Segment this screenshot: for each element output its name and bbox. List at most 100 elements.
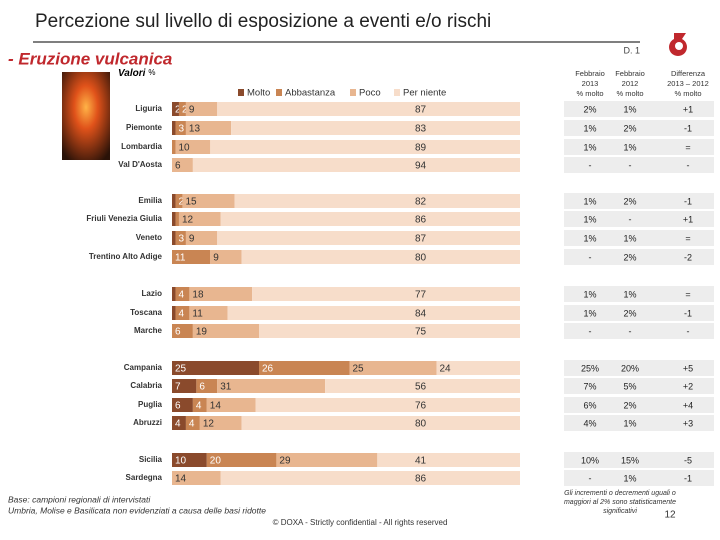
- table-cell: 1%: [583, 214, 596, 224]
- table-cell: +1: [683, 214, 693, 224]
- legend-label: Per niente: [403, 88, 446, 99]
- table-row-bg: [564, 305, 714, 321]
- bar-segment: [175, 212, 179, 226]
- table-cell: 20%: [621, 363, 639, 373]
- data-label: 6: [199, 382, 205, 393]
- row-label: Puglia: [138, 400, 163, 409]
- table-row-bg: [564, 360, 714, 376]
- data-label: 80: [415, 419, 427, 430]
- row-label: Sicilia: [139, 455, 163, 464]
- data-label: 9: [189, 105, 195, 116]
- data-label: 89: [415, 143, 427, 154]
- data-label: 18: [192, 290, 204, 301]
- table-header: Differenza: [671, 69, 706, 78]
- table-row-bg: [564, 323, 714, 339]
- bar-segment: [259, 324, 520, 338]
- table-cell: 1%: [583, 233, 596, 243]
- table-header: 2012: [622, 79, 639, 88]
- bar-segment: [175, 231, 186, 245]
- bar-segment: [175, 287, 190, 301]
- table-cell: +5: [683, 363, 693, 373]
- bar-segment: [175, 121, 186, 135]
- data-label: 84: [415, 309, 427, 320]
- table-cell: -: [687, 326, 690, 336]
- data-label: 29: [279, 456, 291, 467]
- data-label: 2: [182, 105, 188, 116]
- significance-note: significativi: [603, 508, 637, 515]
- data-label: 10: [175, 456, 187, 467]
- bar-segment: [206, 453, 277, 467]
- bar-segment: [175, 306, 190, 320]
- row-label: Marche: [134, 326, 163, 335]
- data-label: 82: [415, 197, 427, 208]
- bar-segment: [252, 287, 521, 301]
- data-label: 9: [213, 253, 219, 264]
- table-cell: 10%: [581, 455, 599, 465]
- bar-segment: [189, 287, 253, 301]
- table-row-bg: [564, 286, 714, 302]
- data-label: 14: [210, 401, 222, 412]
- units: Valori: [118, 68, 146, 79]
- data-label: 25: [352, 364, 364, 375]
- legend-label: Poco: [359, 88, 381, 99]
- bar-segment: [172, 306, 176, 320]
- table-cell: -: [629, 214, 632, 224]
- bar-segment: [178, 212, 221, 226]
- table-row-bg: [564, 230, 714, 246]
- row-label: Calabria: [130, 381, 162, 390]
- bar-segment: [172, 194, 176, 208]
- bar-segment: [172, 324, 193, 338]
- bar-segment: [436, 361, 520, 375]
- table-header: 2013 – 2012: [667, 79, 709, 88]
- data-label: 15: [185, 197, 197, 208]
- table-cell: 1%: [583, 289, 596, 299]
- table-cell: 6%: [583, 400, 596, 410]
- bar-segment: [172, 361, 259, 375]
- data-label: 41: [415, 456, 427, 467]
- table-row-bg: [564, 139, 714, 155]
- table-cell: 1%: [623, 142, 636, 152]
- table-cell: 2%: [623, 252, 636, 262]
- data-label: 14: [175, 474, 187, 485]
- bar-segment: [217, 231, 521, 245]
- row-label: Val D'Aosta: [118, 160, 162, 169]
- legend-label: Molto: [247, 88, 270, 99]
- legend-swatch: [394, 89, 400, 96]
- table-cell: -: [629, 160, 632, 170]
- bar-segment: [172, 453, 207, 467]
- table-row-bg: [564, 211, 714, 227]
- bar-segment: [185, 416, 200, 430]
- data-label: 9: [189, 234, 195, 245]
- table-cell: 2%: [623, 196, 636, 206]
- table-cell: =: [685, 289, 690, 299]
- table-cell: 1%: [623, 104, 636, 114]
- data-label: 80: [415, 253, 427, 264]
- data-label: 7: [175, 382, 181, 393]
- data-label: 4: [178, 309, 184, 320]
- bar-segment: [172, 471, 221, 485]
- table-cell: 2%: [583, 104, 596, 114]
- table-cell: 1%: [623, 289, 636, 299]
- data-label: 4: [189, 419, 195, 430]
- bar-segment: [185, 121, 232, 135]
- table-cell: =: [685, 233, 690, 243]
- bar-segment: [210, 250, 242, 264]
- data-label: 6: [175, 327, 181, 338]
- bar-segment: [217, 102, 521, 116]
- table-cell: 7%: [583, 381, 596, 391]
- table-cell: 25%: [581, 363, 599, 373]
- table-cell: -: [589, 326, 592, 336]
- bar-segment: [172, 231, 176, 245]
- table-cell: 1%: [583, 142, 596, 152]
- data-label: 24: [439, 364, 451, 375]
- table-header: % molto: [616, 89, 643, 98]
- bar-segment: [206, 398, 256, 412]
- data-label: 11: [175, 253, 186, 264]
- page-number: 12: [664, 510, 676, 521]
- bar-segment: [192, 158, 520, 172]
- significance-note: maggiori al 2% sono statisticamente: [564, 499, 676, 506]
- table-cell: 2%: [623, 400, 636, 410]
- table-header: % molto: [674, 89, 701, 98]
